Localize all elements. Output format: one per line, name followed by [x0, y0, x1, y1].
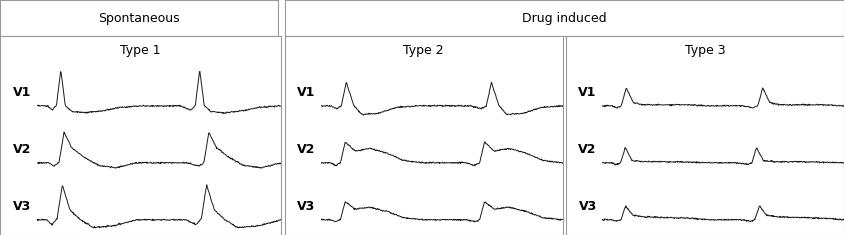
Text: Type 3: Type 3: [684, 44, 725, 57]
Text: V1: V1: [297, 86, 316, 99]
Text: V2: V2: [578, 143, 597, 156]
Text: Drug induced: Drug induced: [522, 12, 607, 25]
Text: V2: V2: [13, 143, 31, 156]
Text: V3: V3: [297, 200, 316, 213]
Text: V3: V3: [13, 200, 31, 213]
Text: Type 2: Type 2: [403, 44, 444, 57]
Text: V2: V2: [297, 143, 316, 156]
Text: Spontaneous: Spontaneous: [98, 12, 180, 25]
Text: Type 1: Type 1: [121, 44, 161, 57]
Text: V1: V1: [578, 86, 597, 99]
Text: V3: V3: [578, 200, 597, 213]
Text: V1: V1: [13, 86, 31, 99]
